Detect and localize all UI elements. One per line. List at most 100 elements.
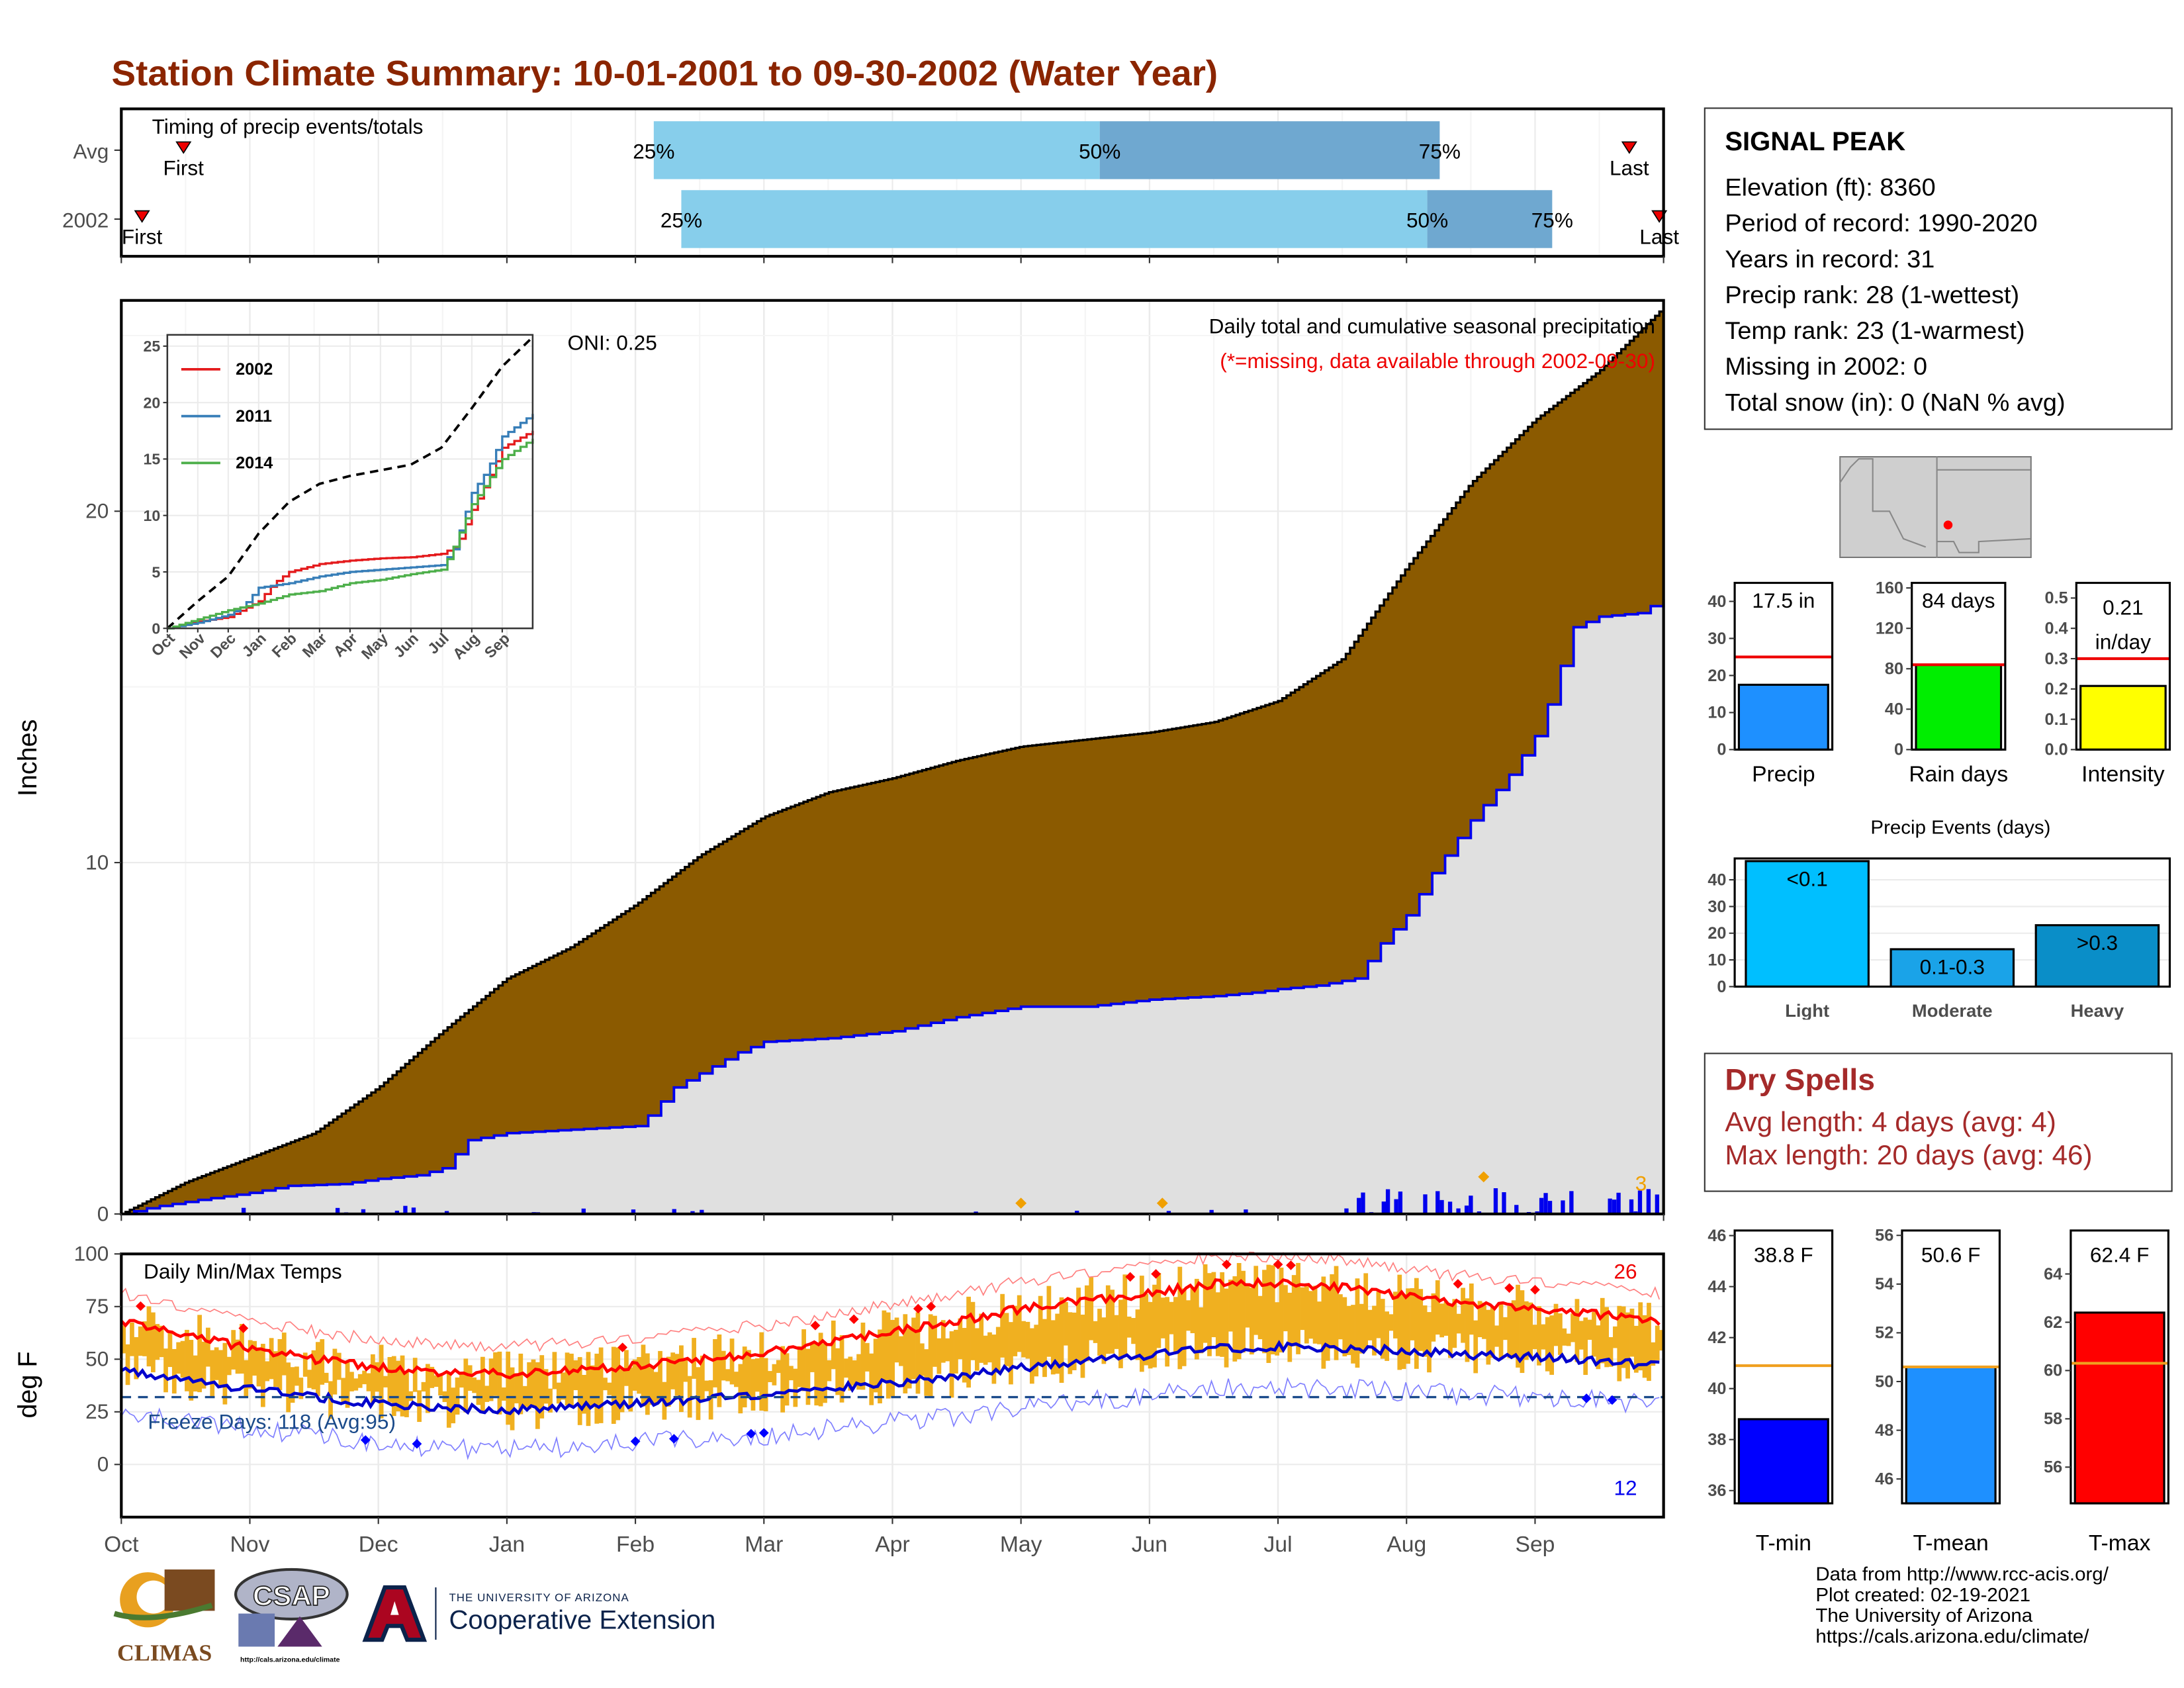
daily-temp-bar xyxy=(1406,1288,1410,1364)
avg-tmax-line xyxy=(120,1276,1661,1380)
daily-temp-bar xyxy=(835,1348,841,1395)
daily-temp-bar xyxy=(1532,1325,1537,1350)
daily-temp-bar xyxy=(1241,1270,1246,1353)
daily-temp-bar xyxy=(1604,1307,1610,1368)
daily-temp-bar xyxy=(974,1328,979,1371)
daily-temp-bar xyxy=(193,1355,198,1392)
daily-temp-bar xyxy=(1275,1302,1280,1356)
daily-temp-bar xyxy=(721,1350,726,1381)
daily-temp-bar xyxy=(789,1366,794,1381)
daily-temp-bar xyxy=(1346,1305,1351,1356)
cold-day-marker xyxy=(746,1429,756,1439)
daily-temp-bar xyxy=(747,1350,751,1397)
temp-bar-value xyxy=(2073,1311,2165,1505)
daily-temp-bar xyxy=(890,1319,895,1397)
daily-temp-bar xyxy=(1013,1305,1018,1356)
daily-temp-bar xyxy=(734,1372,739,1387)
daily-temp-bar xyxy=(1461,1288,1465,1343)
daily-temp-bar xyxy=(185,1329,189,1391)
temp-bar-y-tick-label: 38 xyxy=(1707,1430,1726,1449)
mini-bar-y-tick-label: 30 xyxy=(1707,630,1726,648)
freeze-days-label: Freeze Days: 118 (Avg:95) xyxy=(148,1411,396,1434)
daily-temp-bar xyxy=(1647,1303,1651,1382)
daily-temp-bar xyxy=(134,1336,139,1380)
daily-temp-bar xyxy=(1625,1312,1630,1379)
climas-logo: CLIMAS xyxy=(109,1564,220,1666)
precip-corner-count: 3 xyxy=(1635,1172,1647,1196)
daily-temp-bar xyxy=(307,1370,312,1388)
daily-temp-bar xyxy=(1363,1273,1369,1350)
daily-temp-bar xyxy=(472,1377,477,1393)
temp-y-tick-label: 0 xyxy=(97,1453,109,1476)
daily-temp-bar xyxy=(277,1338,283,1391)
daily-temp-bar xyxy=(933,1315,937,1367)
daily-precip-bar xyxy=(1075,1210,1079,1214)
daily-precip-bar xyxy=(411,1207,416,1214)
mini-bar-y-tick-label: 0.4 xyxy=(2045,620,2068,638)
inset-y-tick-label: 15 xyxy=(144,451,161,468)
daily-temp-bar xyxy=(848,1356,853,1391)
mini-bar-value-label: 84 days xyxy=(1922,589,1995,612)
precip-y-tick-label: 10 xyxy=(85,851,109,874)
mini-bar-y-tick-label: 20 xyxy=(1707,667,1726,685)
temp-bar-y-tick-label: 60 xyxy=(2044,1362,2062,1380)
daily-temp-bar xyxy=(151,1312,156,1373)
daily-temp-bar xyxy=(1651,1342,1656,1366)
daily-temp-bar xyxy=(1114,1315,1119,1349)
timing-label-75: 75% xyxy=(1419,140,1461,164)
inset-line-average xyxy=(166,336,534,630)
daily-temp-bar xyxy=(1253,1266,1259,1335)
daily-temp-bar xyxy=(370,1354,375,1403)
hot-day-marker xyxy=(926,1301,936,1312)
daily-temp-bar xyxy=(780,1346,786,1413)
daily-temp-bar xyxy=(814,1342,819,1406)
first-event-label: First xyxy=(163,157,205,180)
daily-precip-bar xyxy=(1244,1209,1248,1214)
precip-events-y-tick-label: 40 xyxy=(1707,871,1726,890)
daily-temp-bar xyxy=(1574,1299,1580,1362)
daily-temp-bar xyxy=(641,1344,646,1407)
daily-temp-bar xyxy=(412,1358,418,1392)
daily-temp-bar xyxy=(1388,1314,1394,1331)
daily-temp-bar xyxy=(1613,1326,1617,1348)
daily-temp-bar xyxy=(1118,1299,1123,1368)
temperature-bars: 36 38 40 42 44 46 38.8 F T-min 46 48 50 52 54 56 50.6 … xyxy=(1707,1227,2169,1556)
daily-temp-bar xyxy=(577,1357,582,1425)
mini-bar-y-tick-label: 160 xyxy=(1876,579,1903,598)
daily-temp-bar xyxy=(1076,1288,1081,1362)
daily-temp-bar xyxy=(218,1350,223,1387)
daily-temp-bar xyxy=(954,1329,958,1374)
timing-bar-50-75 xyxy=(1099,121,1440,179)
mini-bar-y-tick-label: 120 xyxy=(1876,620,1903,638)
temp-bar-y-tick-label: 42 xyxy=(1707,1329,1726,1347)
station-line: Years in record: 31 xyxy=(1725,245,1935,273)
temp-bar-y-tick-label: 50 xyxy=(1875,1372,1893,1391)
daily-temp-bar xyxy=(1592,1312,1596,1357)
mini-bar-value xyxy=(2079,684,2167,751)
daily-temp-bar xyxy=(1507,1305,1512,1358)
daily-temp-bar xyxy=(1050,1320,1056,1375)
daily-temp-bar xyxy=(915,1312,921,1394)
daily-temp-bar xyxy=(1325,1288,1330,1361)
daily-temp-bar xyxy=(1469,1283,1474,1335)
dry-spells-title: Dry Spells xyxy=(1725,1062,1876,1097)
cold-day-marker xyxy=(668,1434,679,1444)
daily-temp-bar xyxy=(1553,1303,1559,1346)
daily-temp-bar xyxy=(535,1362,540,1429)
daily-temp-bar xyxy=(121,1325,126,1354)
daily-temp-bar xyxy=(899,1336,903,1366)
temp-bar-y-tick-label: 64 xyxy=(2044,1265,2062,1284)
climas-logo-text: CLIMAS xyxy=(116,1640,212,1666)
daily-temp-bar xyxy=(488,1358,494,1401)
temp-bar-y-tick-label: 46 xyxy=(1875,1470,1893,1489)
daily-precip-bar xyxy=(1646,1189,1651,1214)
daily-temp-bar xyxy=(940,1320,946,1363)
daily-temp-bar xyxy=(809,1342,815,1372)
daily-temp-bar xyxy=(729,1338,735,1385)
daily-temp-bar xyxy=(1524,1301,1529,1360)
daily-temp-bar xyxy=(1199,1307,1204,1354)
daily-temp-bar xyxy=(658,1350,662,1401)
daily-precip-bar xyxy=(1456,1208,1461,1214)
daily-temp-bar xyxy=(320,1339,325,1385)
cold-days-count: 12 xyxy=(1614,1477,1637,1500)
